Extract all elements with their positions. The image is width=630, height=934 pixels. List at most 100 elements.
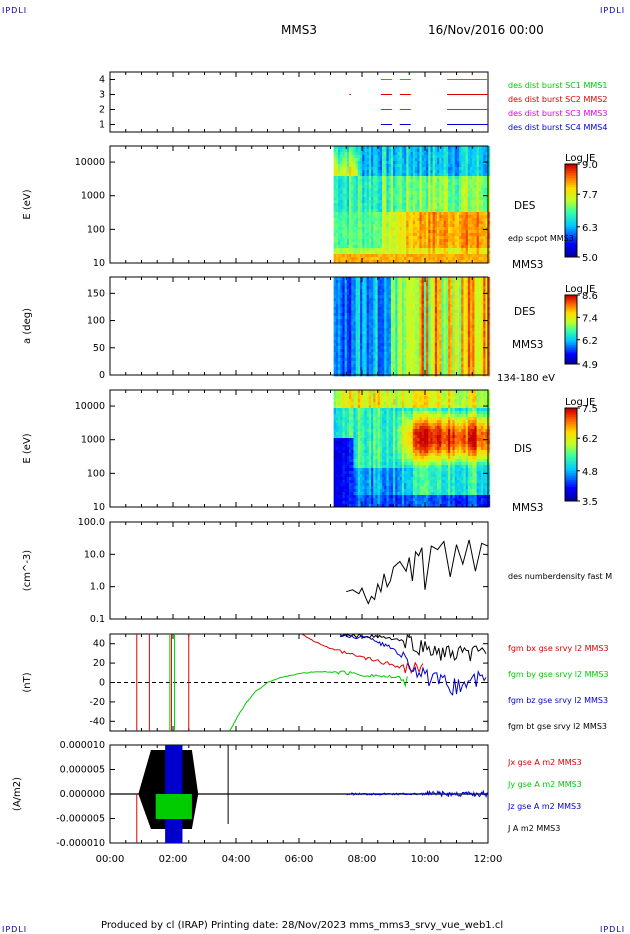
spectrogram-cell	[378, 340, 381, 343]
spectrogram-cell	[367, 340, 370, 343]
spectrogram-cell	[470, 197, 473, 200]
spectrogram-cell	[382, 167, 385, 170]
spectrogram-cell	[463, 364, 466, 367]
spectrogram-cell	[477, 188, 480, 191]
spectrogram-cell	[342, 230, 345, 233]
spectrogram-cell	[336, 176, 339, 179]
spectrogram-cell	[389, 221, 392, 224]
spectrogram-cell	[360, 254, 363, 257]
spectrogram-cell	[375, 292, 378, 295]
spectrogram-cell	[336, 242, 339, 245]
spectrogram-cell	[439, 230, 442, 233]
spectrogram-cell	[397, 152, 400, 155]
spectrogram-cell	[358, 343, 361, 346]
spectrogram-cell	[413, 292, 416, 295]
spectrogram-cell	[391, 248, 394, 251]
spectrogram-cell	[360, 361, 363, 364]
spectrogram-cell	[375, 185, 378, 188]
spectrogram-cell	[422, 197, 425, 200]
spectrogram-cell	[360, 310, 363, 313]
spectrogram-cell	[378, 176, 381, 179]
spectrogram-cell	[378, 298, 381, 301]
spectrogram-cell	[373, 322, 376, 325]
spectrogram-cell	[444, 361, 447, 364]
spectrogram-cell	[457, 328, 460, 331]
spectrogram-cell	[437, 167, 440, 170]
spectrogram-cell	[468, 185, 471, 188]
spectrogram-cell	[380, 188, 383, 191]
spectrogram-cell	[384, 313, 387, 316]
spectrogram-cell	[466, 209, 469, 212]
spectrogram-cell	[437, 367, 440, 370]
spectrogram-cell	[408, 164, 411, 167]
spectrogram-cell	[395, 176, 398, 179]
spectrogram-cell	[472, 233, 475, 236]
spectrogram-cell	[474, 185, 477, 188]
spectrogram-cell	[415, 313, 418, 316]
spectrogram-cell	[450, 188, 453, 191]
spectrogram-cell	[369, 304, 372, 307]
spectrogram-cell	[358, 292, 361, 295]
spectrogram-cell	[426, 349, 429, 352]
spectrogram-cell	[404, 310, 407, 313]
spectrogram-cell	[393, 176, 396, 179]
spectrogram-cell	[477, 185, 480, 188]
spectrogram-cell	[437, 221, 440, 224]
spectrogram-cell	[389, 212, 392, 215]
spectrogram-cell	[413, 185, 416, 188]
spectrogram-cell	[481, 242, 484, 245]
spectrogram-cell	[395, 179, 398, 182]
spectrogram-cell	[428, 254, 431, 257]
spectrogram-cell	[483, 257, 486, 260]
spectrogram-cell	[433, 179, 436, 182]
spectrogram-cell	[455, 361, 458, 364]
spectrogram-cell	[477, 149, 480, 152]
spectrogram-cell	[424, 188, 427, 191]
spectrogram-cell	[386, 170, 389, 173]
spectrogram-cell	[422, 209, 425, 212]
spectrogram-cell	[351, 215, 354, 218]
spectrogram-cell	[397, 206, 400, 209]
spectrogram-cell	[457, 188, 460, 191]
spectrogram-cell	[466, 254, 469, 257]
spectrogram-cell	[441, 182, 444, 185]
spectrogram-cell	[455, 239, 458, 242]
spectrogram-cell	[472, 197, 475, 200]
spectrogram-cell	[444, 307, 447, 310]
spectrogram-cell	[424, 173, 427, 176]
spectrogram-cell	[422, 239, 425, 242]
spectrogram-cell	[459, 295, 462, 298]
spectrogram-cell	[358, 280, 361, 283]
spectrogram-cell	[408, 191, 411, 194]
spectrogram-cell	[413, 289, 416, 292]
spectrogram-cell	[391, 161, 394, 164]
spectrogram-cell	[426, 289, 429, 292]
spectrogram-cell	[446, 331, 449, 334]
spectrogram-cell	[353, 304, 356, 307]
spectrogram-cell	[349, 340, 352, 343]
spectrogram-cell	[413, 245, 416, 248]
spectrogram-cell	[463, 158, 466, 161]
spectrogram-cell	[455, 352, 458, 355]
spectrogram-cell	[479, 206, 482, 209]
spectrogram-cell	[413, 349, 416, 352]
spectrogram-cell	[481, 221, 484, 224]
spectrogram-cell	[424, 319, 427, 322]
spectrogram-cell	[382, 170, 385, 173]
spectrogram-cell	[397, 170, 400, 173]
spectrogram-cell	[369, 301, 372, 304]
spectrogram-cell	[389, 340, 392, 343]
spectrogram-cell	[358, 215, 361, 218]
spectrogram-cell	[349, 155, 352, 158]
spectrogram-cell	[397, 328, 400, 331]
spectrogram-cell	[437, 155, 440, 158]
spectrogram-cell	[391, 167, 394, 170]
spectrogram-cell	[450, 245, 453, 248]
spectrogram-cell	[466, 257, 469, 260]
spectrogram-cell	[411, 286, 414, 289]
spectrogram-cell	[371, 289, 374, 292]
spectrogram-cell	[371, 334, 374, 337]
spectrogram-cell	[347, 197, 350, 200]
spectrogram-cell	[437, 319, 440, 322]
spectrogram-cell	[470, 233, 473, 236]
